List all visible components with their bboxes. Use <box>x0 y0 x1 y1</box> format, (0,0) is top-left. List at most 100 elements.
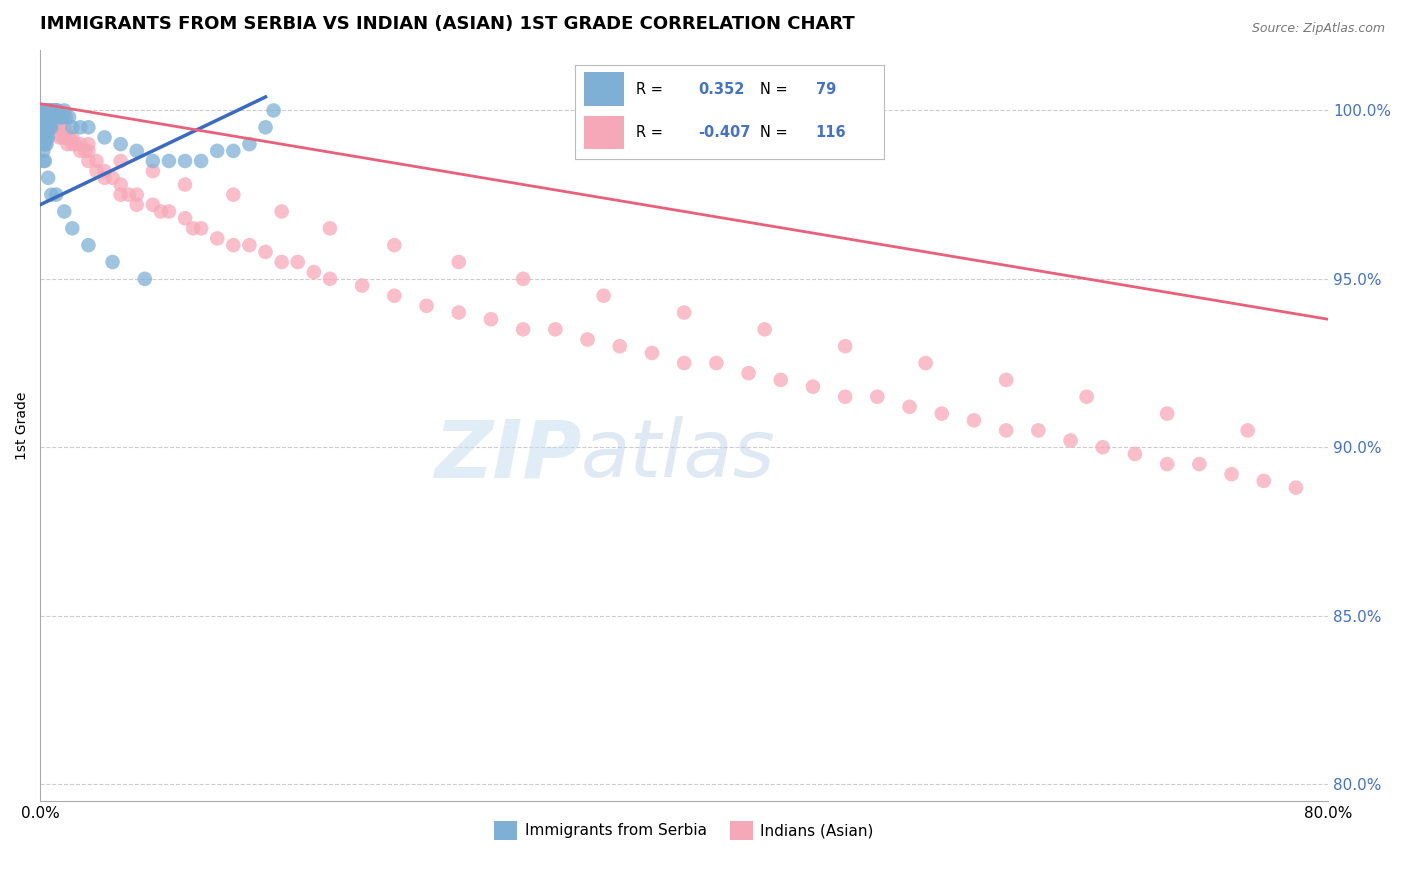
Point <box>35 120 58 135</box>
Point <box>52 130 75 145</box>
Point <box>101 255 124 269</box>
Point <box>512 322 534 336</box>
Point <box>125 187 148 202</box>
Point <box>1076 390 1098 404</box>
Point <box>86 164 108 178</box>
Point <box>32 110 55 124</box>
Point <box>32 103 55 118</box>
Point <box>41 120 63 135</box>
Point <box>125 198 148 212</box>
Point <box>48 130 70 145</box>
Point <box>35 110 58 124</box>
Point <box>75 144 97 158</box>
Point <box>93 164 115 178</box>
Point <box>42 110 65 124</box>
Point <box>41 187 63 202</box>
Point <box>32 127 55 141</box>
Point <box>45 110 67 124</box>
Point <box>32 110 55 124</box>
Point <box>270 204 292 219</box>
Point <box>157 153 180 168</box>
Point <box>834 339 856 353</box>
Text: Source: ZipAtlas.com: Source: ZipAtlas.com <box>1251 22 1385 36</box>
Point <box>382 238 405 252</box>
Text: IMMIGRANTS FROM SERBIA VS INDIAN (ASIAN) 1ST GRADE CORRELATION CHART: IMMIGRANTS FROM SERBIA VS INDIAN (ASIAN)… <box>41 15 855 33</box>
Point <box>737 366 759 380</box>
Point <box>263 103 285 118</box>
Point <box>415 299 437 313</box>
Point <box>35 110 58 124</box>
Point <box>704 356 727 370</box>
Point <box>48 110 70 124</box>
Point <box>995 424 1018 438</box>
Point <box>56 137 79 152</box>
Point <box>287 255 309 269</box>
Point <box>963 413 986 427</box>
Point <box>31 120 53 135</box>
Point <box>149 204 172 219</box>
Point <box>31 110 53 124</box>
Point <box>110 178 132 192</box>
Point <box>65 137 87 152</box>
Point <box>35 120 58 135</box>
Point <box>32 144 55 158</box>
Point <box>60 221 83 235</box>
Point <box>45 103 67 118</box>
Point <box>42 110 65 124</box>
Point <box>34 110 56 124</box>
Point <box>1091 440 1114 454</box>
Point <box>205 144 228 158</box>
Point <box>1236 424 1258 438</box>
Point <box>38 120 60 135</box>
Point <box>157 204 180 219</box>
Point <box>995 373 1018 387</box>
Point <box>45 110 67 124</box>
Point <box>31 110 53 124</box>
Y-axis label: 1st Grade: 1st Grade <box>15 392 30 459</box>
Point <box>673 305 696 319</box>
Point <box>86 153 108 168</box>
Point <box>142 198 165 212</box>
Point <box>58 110 80 124</box>
Point <box>93 130 115 145</box>
Point <box>1059 434 1081 448</box>
Point <box>69 120 91 135</box>
Point <box>42 103 65 118</box>
Point <box>34 110 56 124</box>
Point <box>32 110 55 124</box>
Point <box>319 272 342 286</box>
Point <box>222 238 245 252</box>
Point <box>32 103 55 118</box>
Point <box>641 346 664 360</box>
Point <box>238 137 260 152</box>
Point <box>38 110 60 124</box>
Text: atlas: atlas <box>581 417 776 494</box>
Point <box>32 103 55 118</box>
Point <box>1123 447 1146 461</box>
Point <box>1028 424 1050 438</box>
Point <box>58 130 80 145</box>
Point <box>101 170 124 185</box>
Point <box>38 103 60 118</box>
Point <box>41 103 63 118</box>
Point <box>222 144 245 158</box>
Point <box>447 305 470 319</box>
Point <box>592 288 614 302</box>
Point <box>32 120 55 135</box>
Point <box>34 120 56 135</box>
Point <box>801 379 824 393</box>
Point <box>447 255 470 269</box>
Point <box>35 120 58 135</box>
Legend: Immigrants from Serbia, Indians (Asian): Immigrants from Serbia, Indians (Asian) <box>488 815 880 846</box>
Point <box>1188 457 1211 471</box>
Point <box>37 103 59 118</box>
Point <box>834 390 856 404</box>
Point <box>914 356 936 370</box>
Point <box>44 120 66 135</box>
Point <box>174 178 197 192</box>
Point <box>35 103 58 118</box>
Point <box>576 333 599 347</box>
Point <box>32 103 55 118</box>
Point <box>93 170 115 185</box>
Point <box>270 255 292 269</box>
